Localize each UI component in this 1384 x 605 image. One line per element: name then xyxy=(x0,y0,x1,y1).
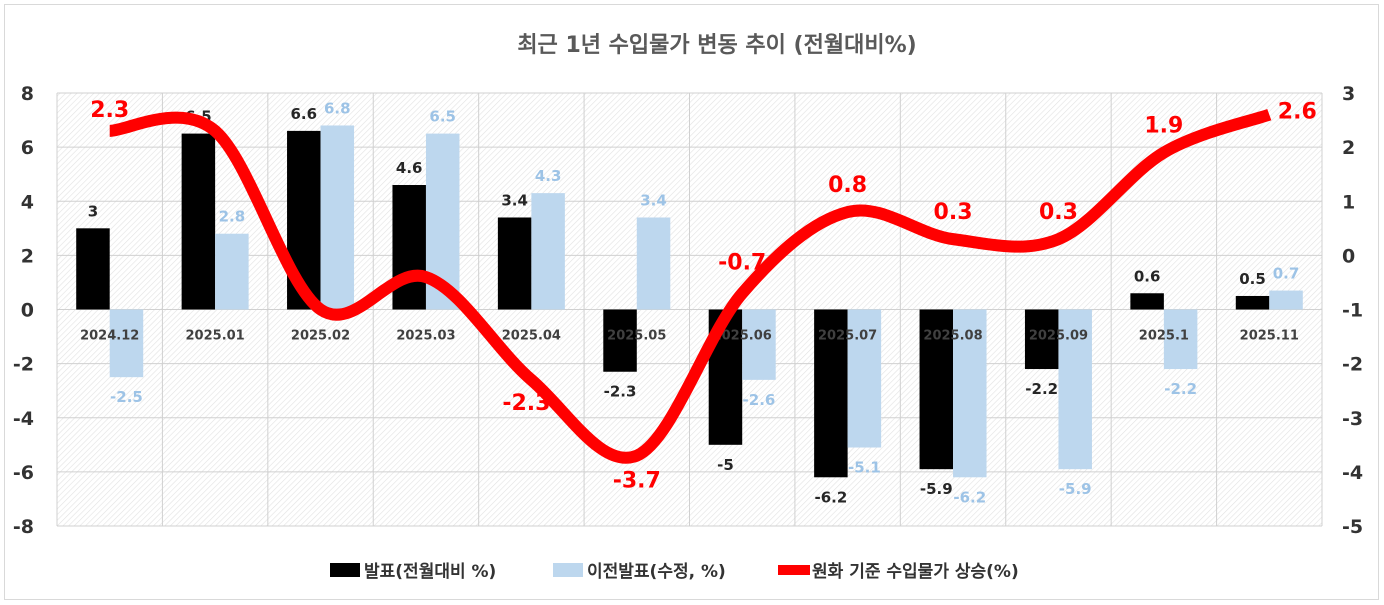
bar-previous xyxy=(320,125,355,310)
x-tick-label: 2025.09 xyxy=(1029,329,1088,344)
legend-current-label: 발표(전월대비 %) xyxy=(364,562,496,582)
bar-current xyxy=(919,309,954,470)
y-left-tick-label: -2 xyxy=(13,354,34,376)
bar-current xyxy=(814,309,848,478)
bar-previous-label: -2.5 xyxy=(110,388,143,406)
bar-current-label: 6.6 xyxy=(291,105,318,123)
bar-current-label: -2.3 xyxy=(604,383,637,401)
bar-previous-label: 0.7 xyxy=(1273,265,1300,283)
bar-current xyxy=(1235,295,1270,310)
bar-previous-label: 6.8 xyxy=(324,99,351,117)
grid-lines xyxy=(56,92,1323,527)
bar-previous-label: -6.2 xyxy=(953,488,986,506)
x-tick-label: 2025.11 xyxy=(1240,329,1299,344)
bar-current-label: 3 xyxy=(88,202,98,220)
bar-current xyxy=(181,133,216,310)
line-series xyxy=(109,108,1272,464)
x-tick-label: 2025.06 xyxy=(713,329,772,344)
y-left-tick-label: -4 xyxy=(13,408,34,430)
chart-title: 최근 1년 수입물가 변동 추이 (전월대비%) xyxy=(517,33,916,58)
bar-previous-label: 6.5 xyxy=(429,108,456,126)
y-axis-right: 3 2 1 0 -1 -2 -3 -4 -5 xyxy=(1342,83,1363,538)
line-data-label: 0.3 xyxy=(934,200,973,225)
bars xyxy=(76,125,1303,478)
bar-previous xyxy=(1163,309,1198,370)
bar-current-label: 4.6 xyxy=(396,159,423,177)
x-tick-label: 2024.12 xyxy=(80,329,139,344)
legend: 발표(전월대비 %) 이전발표(수정, %) 원화 기준 수입물가 상승(%) xyxy=(330,562,1019,582)
x-tick-label: 2025.1 xyxy=(1139,329,1189,344)
bar-previous-label: -2.2 xyxy=(1164,380,1197,398)
line-data-label: -2.3 xyxy=(502,391,550,416)
line-series-path xyxy=(109,108,1272,464)
bar-current-label: 0.6 xyxy=(1134,267,1161,285)
legend-previous-swatch xyxy=(553,563,583,577)
legend-line-label: 원화 기준 수입물가 상승(%) xyxy=(812,562,1019,582)
y-right-tick-label: 3 xyxy=(1342,83,1355,105)
y-left-tick-label: 0 xyxy=(21,300,34,322)
line-data-label: 2.3 xyxy=(90,98,129,123)
bar-previous-label: -2.6 xyxy=(743,391,776,409)
bar-previous xyxy=(636,217,671,310)
line-data-label: -0.7 xyxy=(718,250,766,275)
bar-current-label: -5 xyxy=(717,456,734,474)
bar-current xyxy=(1130,293,1164,310)
y-right-tick-label: -2 xyxy=(1342,354,1363,376)
legend-current-swatch xyxy=(330,563,360,577)
bar-current-label: -2.2 xyxy=(1025,380,1058,398)
legend-previous-label: 이전발표(수정, %) xyxy=(587,562,726,582)
bar-previous xyxy=(847,309,882,448)
y-left-tick-label: 8 xyxy=(21,83,34,105)
y-right-tick-label: -5 xyxy=(1342,516,1363,538)
bar-previous xyxy=(1058,309,1092,470)
bar-current-label: 0.5 xyxy=(1239,270,1266,288)
y-right-tick-label: -3 xyxy=(1342,408,1363,430)
bar-previous xyxy=(531,193,565,310)
x-tick-label: 2025.02 xyxy=(291,329,350,344)
line-data-label: -3.7 xyxy=(613,469,661,494)
bar-current xyxy=(392,185,426,310)
y-right-tick-label: 2 xyxy=(1342,137,1355,159)
bar-previous-label: 4.3 xyxy=(535,167,562,185)
bar-current xyxy=(76,228,110,310)
bar-current xyxy=(497,217,532,310)
bar-previous-label: -5.1 xyxy=(848,459,881,477)
bar-current xyxy=(1024,309,1059,370)
bar-previous xyxy=(953,309,987,478)
x-tick-label: 2025.01 xyxy=(186,329,245,344)
y-right-tick-label: 1 xyxy=(1342,191,1355,213)
bar-current-label: -6.2 xyxy=(814,488,847,506)
bar-previous-label: 3.4 xyxy=(640,191,667,209)
bar-previous xyxy=(1269,290,1303,310)
bar-previous-label: 2.8 xyxy=(219,208,246,226)
x-tick-label: 2025.03 xyxy=(396,329,455,344)
y-right-tick-label: 0 xyxy=(1342,245,1355,267)
y-axis-left: 8 6 4 2 0 -2 -4 -6 -8 xyxy=(13,83,34,538)
y-left-tick-label: 2 xyxy=(21,245,34,267)
x-tick-label: 2025.08 xyxy=(923,329,982,344)
y-left-tick-label: 4 xyxy=(21,191,34,213)
y-left-tick-label: -8 xyxy=(13,516,34,538)
line-data-label: 0.8 xyxy=(828,173,867,198)
x-tick-label: 2025.07 xyxy=(818,329,877,344)
bar-previous xyxy=(215,233,249,310)
bar-previous xyxy=(109,309,144,378)
bar-previous xyxy=(742,309,776,380)
x-tick-label: 2025.04 xyxy=(502,329,561,344)
y-right-tick-label: -1 xyxy=(1342,300,1363,322)
bar-current xyxy=(603,309,637,372)
bar-current-label: -5.9 xyxy=(920,480,953,498)
line-data-labels: 2.3 -2.3 -3.7 -0.7 0.8 0.3 0.3 1.9 2.6 xyxy=(90,98,1317,494)
y-left-tick-label: -6 xyxy=(13,462,34,484)
line-data-label: 1.9 xyxy=(1144,114,1183,139)
bar-current-label: 3.4 xyxy=(501,191,528,209)
line-data-label: 0.3 xyxy=(1039,200,1078,225)
line-data-label: 2.6 xyxy=(1278,100,1317,125)
y-left-tick-label: 6 xyxy=(21,137,34,159)
bar-previous-label: -5.9 xyxy=(1059,480,1092,498)
y-right-tick-label: -4 xyxy=(1342,462,1363,484)
x-tick-label: 2025.05 xyxy=(607,329,666,344)
x-axis-labels: 2024.12 2025.01 2025.02 2025.03 2025.04 2025.… xyxy=(80,329,1299,344)
